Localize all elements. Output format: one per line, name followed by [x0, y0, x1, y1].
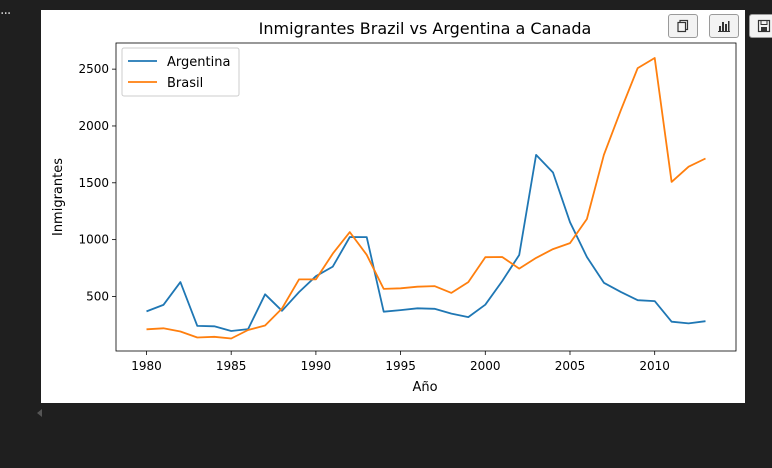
- legend-label-brasil: Brasil: [167, 76, 203, 91]
- scroll-left-icon[interactable]: [37, 409, 42, 417]
- x-tick-label: 2000: [470, 359, 501, 373]
- x-tick-label: 2005: [555, 359, 586, 373]
- line-chart: Inmigrantes Brazil vs Argentina a Canada…: [51, 19, 737, 395]
- y-axis-ticks: 500 1000 1500 2000 2500: [78, 62, 116, 303]
- copy-button[interactable]: [668, 14, 698, 38]
- copy-icon: [677, 19, 689, 33]
- legend-label-argentina: Argentina: [167, 55, 230, 70]
- series-line-argentina: [146, 153, 706, 332]
- save-button[interactable]: [749, 14, 772, 38]
- y-tick-label: 500: [86, 289, 109, 303]
- save-icon: [757, 19, 771, 33]
- y-tick-label: 1500: [78, 176, 109, 190]
- bar-chart-button[interactable]: [709, 14, 739, 38]
- legend: Argentina Brasil: [121, 47, 240, 97]
- plot-frame: [115, 42, 737, 352]
- series-lines: [146, 57, 706, 340]
- x-tick-label: 1990: [301, 359, 332, 373]
- chart-title: Inmigrantes Brazil vs Argentina a Canada: [259, 19, 592, 38]
- series-line-brasil: [146, 57, 706, 340]
- x-axis-label: Año: [412, 380, 437, 395]
- y-tick-label: 1000: [78, 233, 109, 247]
- x-axis-ticks: 1980 1985 1990 1995 2000 2005 2010: [131, 351, 670, 373]
- y-tick-label: 2000: [78, 119, 109, 133]
- y-axis-label: Inmigrantes: [51, 158, 66, 236]
- x-tick-label: 1980: [131, 359, 162, 373]
- x-tick-label: 1985: [216, 359, 247, 373]
- x-tick-label: 2010: [639, 359, 670, 373]
- bar-chart-icon: [718, 21, 730, 32]
- y-tick-label: 2500: [78, 62, 109, 76]
- output-area: Inmigrantes Brazil vs Argentina a Canada…: [41, 10, 745, 403]
- x-tick-label: 1995: [385, 359, 416, 373]
- legend-box: [121, 47, 240, 97]
- cell-collapse-ellipsis[interactable]: ...: [0, 2, 11, 18]
